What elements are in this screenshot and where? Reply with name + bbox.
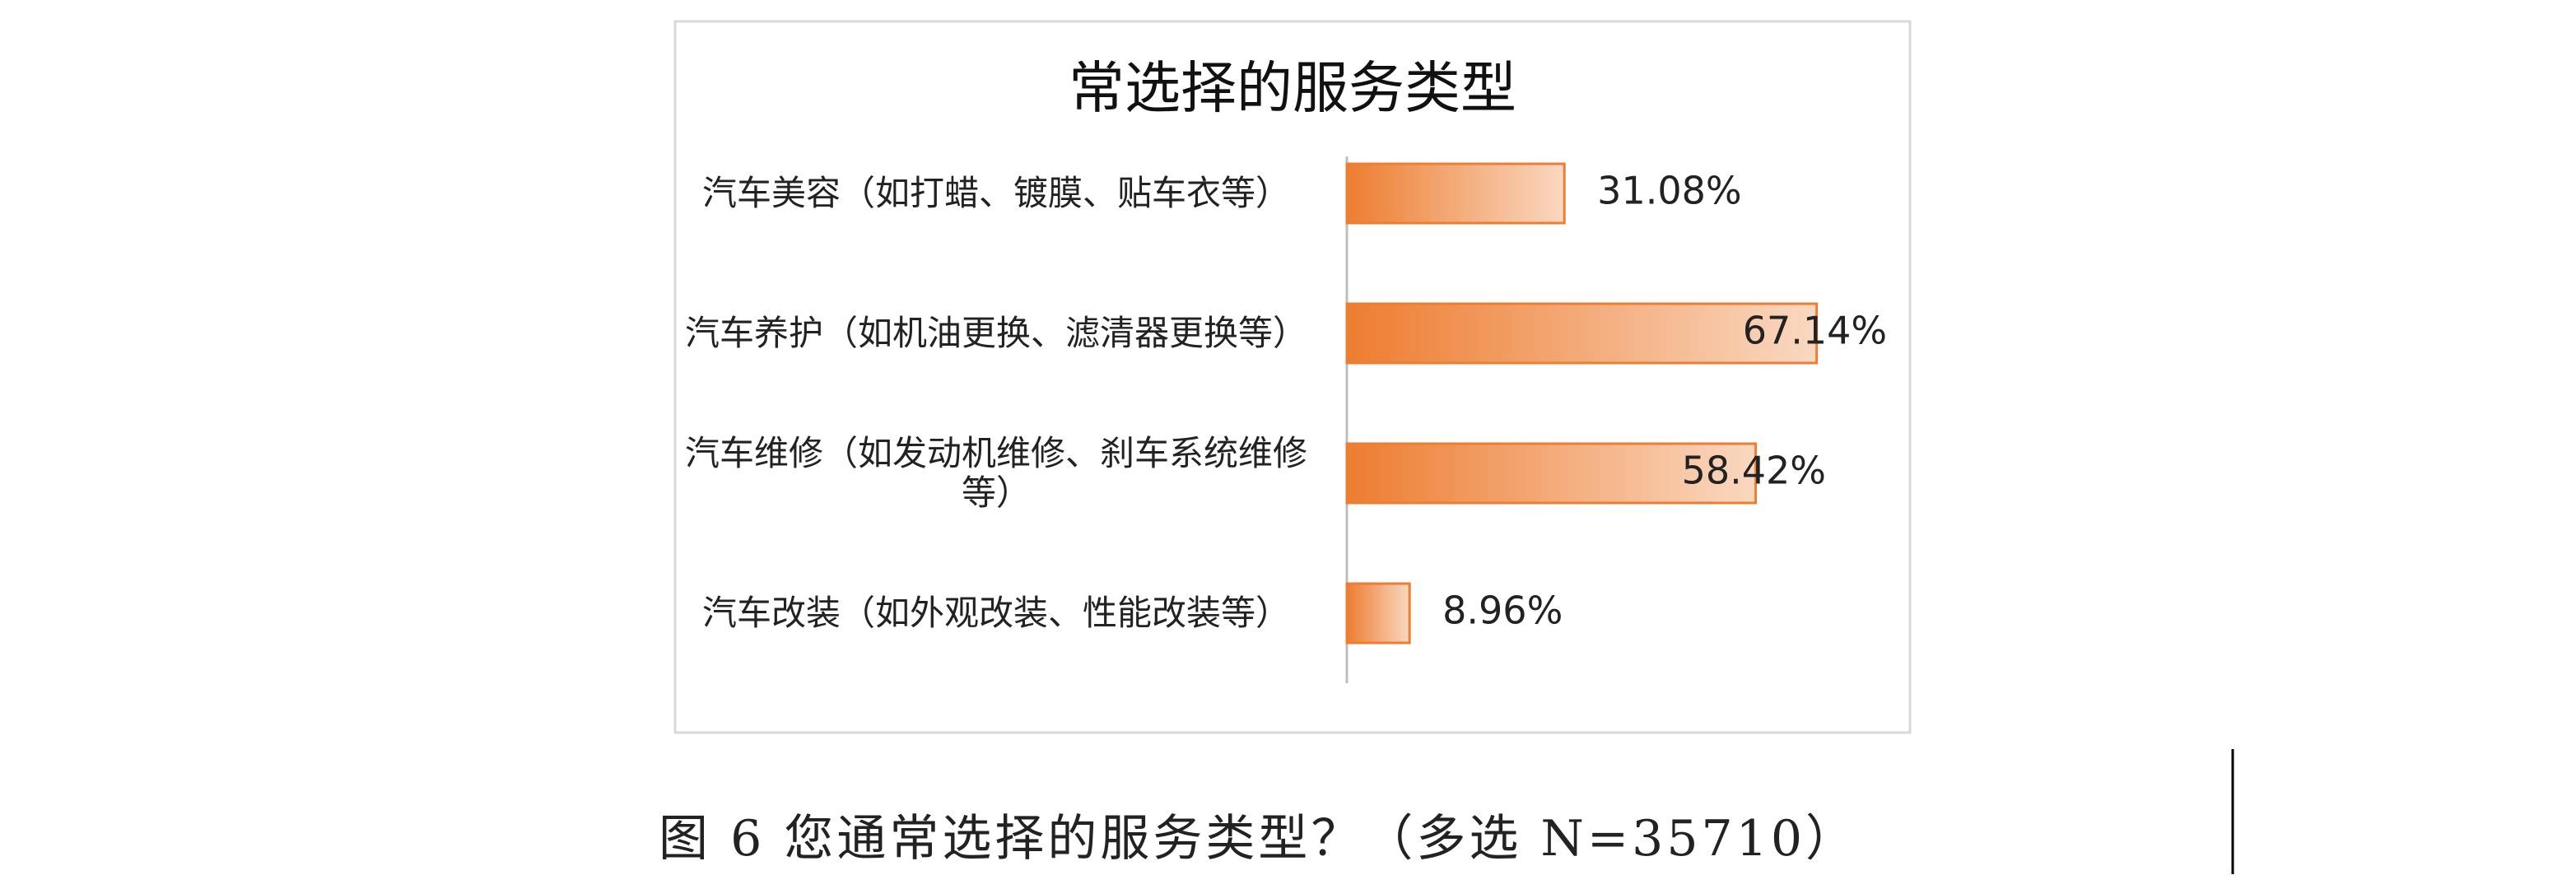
- bar: [1345, 442, 1758, 505]
- category-label: 汽车改装（如外观改装、性能改装等）: [701, 593, 1290, 633]
- bar: [1345, 162, 1566, 225]
- category-label: 汽车美容（如打蜡、镀膜、贴车衣等）: [701, 173, 1290, 213]
- value-label: 31.08%: [1597, 169, 1741, 213]
- bar: [1345, 302, 1819, 365]
- bar: [1345, 582, 1411, 645]
- chart-frame: [673, 20, 1912, 734]
- value-label: 58.42%: [1682, 449, 1826, 493]
- value-label: 8.96%: [1442, 589, 1563, 633]
- value-label: 67.14%: [1743, 309, 1887, 353]
- chart-title: 常选择的服务类型: [1069, 57, 1516, 122]
- category-label: 汽车维修（如发动机维修、刹车系统维修等）: [684, 433, 1307, 513]
- category-label: 汽车养护（如机油更换、滤清器更换等）: [684, 313, 1307, 353]
- caption: 图 6 您通常选择的服务类型？（多选 N=35710）: [659, 810, 1859, 868]
